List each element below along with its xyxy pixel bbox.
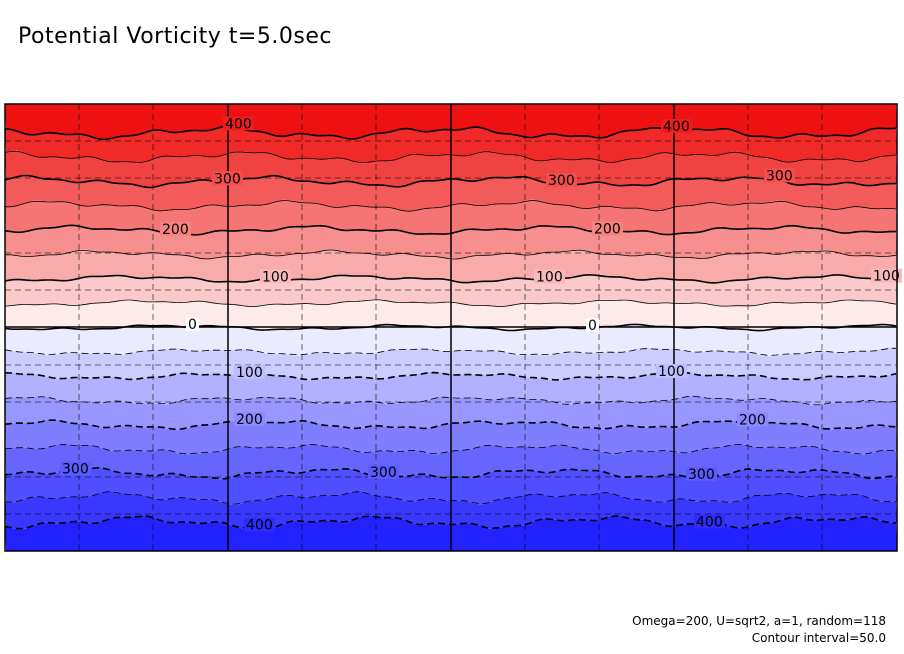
- contour-label-bg: [368, 464, 399, 479]
- contour-50: [4, 299, 897, 307]
- contour-0: [4, 323, 897, 332]
- contour-label-bg: [160, 222, 191, 237]
- contour-label--300: 300: [62, 462, 89, 478]
- contour-label-100: 100: [536, 269, 563, 285]
- contour-label-bg: [546, 172, 577, 187]
- plot-frame: [4, 103, 898, 552]
- contour-label-0: 0: [188, 317, 197, 333]
- contour--100: [4, 371, 897, 381]
- contour-label-100: 100: [873, 269, 900, 285]
- contour-label-100: 100: [262, 269, 289, 285]
- contour-label-bg: [586, 318, 599, 333]
- contour-labels: 400 400 300 300 300 200 200 100 100 100 0 0 100 100 20…: [60, 116, 902, 534]
- contour-label-bg: [234, 412, 265, 427]
- chart-title: Potential Vorticity t=5.0sec: [18, 24, 332, 49]
- contour-label-bg: [234, 365, 265, 380]
- contour--400: [4, 515, 897, 530]
- contour-label-0: 0: [588, 318, 597, 334]
- contour-label-300: 300: [214, 171, 241, 187]
- contour-label-bg: [592, 221, 623, 236]
- contour--350: [5, 491, 897, 505]
- contour-label--300: 300: [688, 467, 715, 483]
- contour-label--300: 300: [370, 465, 397, 481]
- parameters-note: Omega=200, U=sqrt2, a=1, random=118: [632, 614, 886, 628]
- contour--150: [4, 395, 897, 406]
- contour-label-bg: [186, 317, 199, 332]
- contour-label--100: 100: [236, 365, 263, 381]
- contour-label-bg: [260, 269, 291, 284]
- contour-300: [4, 174, 897, 189]
- contour-label-bg: [656, 364, 687, 379]
- contour-200: [4, 224, 897, 236]
- contour-label-bg: [223, 116, 254, 131]
- contour-label-bg: [212, 171, 243, 186]
- contour-label-bg: [694, 514, 725, 529]
- contour-label-bg: [534, 269, 565, 284]
- contour-label--200: 200: [739, 412, 766, 428]
- contour--250: [4, 444, 897, 455]
- contour-250: [4, 200, 897, 212]
- contour-label-200: 200: [594, 222, 621, 238]
- contour--50: [4, 347, 896, 356]
- contour-label-400: 400: [225, 116, 252, 132]
- contour-label-200: 200: [162, 222, 189, 238]
- contour-label-bg: [737, 412, 768, 427]
- contour-interval-note: Contour interval=50.0: [751, 631, 886, 645]
- contour-label--200: 200: [236, 412, 263, 428]
- contour-label-300: 300: [766, 168, 793, 184]
- contour-400: [4, 125, 897, 141]
- contour-100: [4, 273, 897, 284]
- contour-150: [4, 249, 897, 260]
- contour-label-bg: [661, 118, 692, 133]
- contour-label-bg: [60, 461, 91, 476]
- contour-label--400: 400: [246, 518, 273, 534]
- contour-label-bg: [764, 168, 795, 183]
- contour-label--400: 400: [696, 514, 723, 530]
- contour-label-bg: [871, 268, 902, 283]
- contour-label-300: 300: [548, 173, 575, 189]
- contour-label-bg: [244, 517, 275, 532]
- contour-label-400: 400: [663, 119, 690, 135]
- contour-label--100: 100: [658, 364, 685, 380]
- contour-350: [4, 150, 897, 164]
- contour--300: [4, 466, 896, 480]
- contour-label-bg: [686, 467, 717, 482]
